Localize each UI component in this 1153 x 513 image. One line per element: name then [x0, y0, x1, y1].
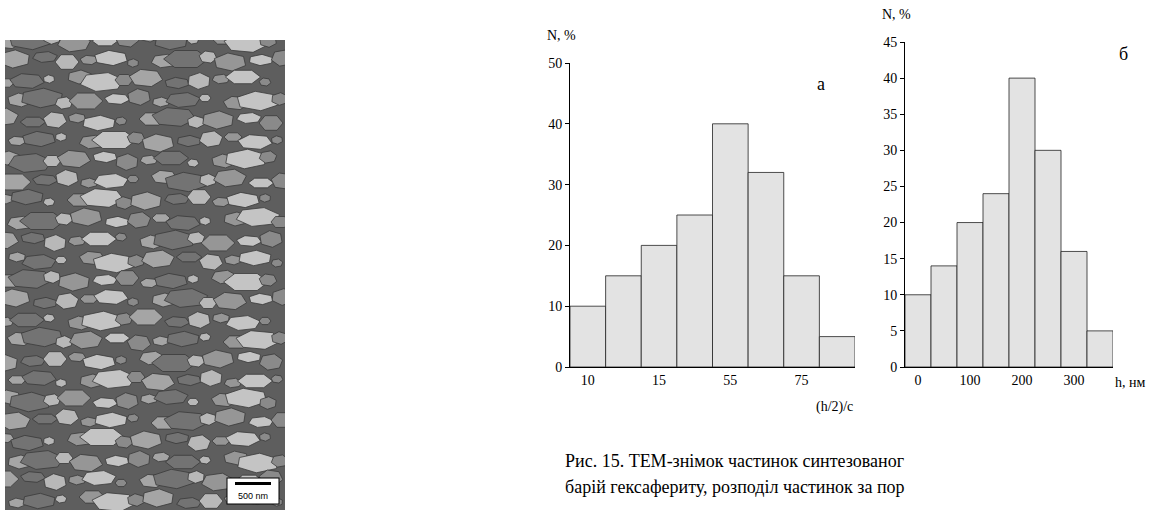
svg-text:20: 20: [548, 238, 562, 253]
svg-text:h, нм: h, нм: [1115, 375, 1145, 390]
svg-text:30: 30: [883, 143, 897, 158]
svg-text:15: 15: [883, 252, 897, 267]
svg-text:а: а: [817, 74, 825, 94]
svg-text:40: 40: [883, 71, 897, 86]
svg-text:б: б: [1119, 44, 1128, 64]
svg-text:0: 0: [890, 360, 897, 375]
svg-text:10: 10: [883, 288, 897, 303]
svg-text:35: 35: [883, 107, 897, 122]
svg-text:45: 45: [883, 35, 897, 50]
svg-text:10: 10: [581, 373, 595, 388]
svg-text:N, %: N, %: [882, 7, 911, 22]
svg-text:0: 0: [555, 360, 562, 375]
html-text:Рис. 15. ТЕМ-знімок частинок с: Рис. 15. ТЕМ-знімок частинок синтезовано…: [565, 451, 904, 471]
svg-text:500 nm: 500 nm: [238, 491, 268, 501]
html-text:барій гексафериту, розподіл ча: барій гексафериту, розподіл частинок за …: [565, 477, 905, 497]
svg-text:10: 10: [548, 299, 562, 314]
svg-text:N, %: N, %: [547, 28, 576, 43]
svg-text:100: 100: [960, 373, 981, 388]
svg-text:300: 300: [1064, 373, 1085, 388]
svg-text:200: 200: [1012, 373, 1033, 388]
svg-text:55: 55: [723, 373, 737, 388]
svg-text:5: 5: [890, 324, 897, 339]
svg-text:75: 75: [795, 373, 809, 388]
svg-text:30: 30: [548, 178, 562, 193]
svg-text:20: 20: [883, 215, 897, 230]
svg-text:(h/2)/c: (h/2)/c: [816, 399, 853, 415]
svg-text:40: 40: [548, 117, 562, 132]
svg-text:50: 50: [548, 56, 562, 71]
svg-text:0: 0: [915, 373, 922, 388]
svg-text:25: 25: [883, 179, 897, 194]
svg-text:15: 15: [652, 373, 666, 388]
